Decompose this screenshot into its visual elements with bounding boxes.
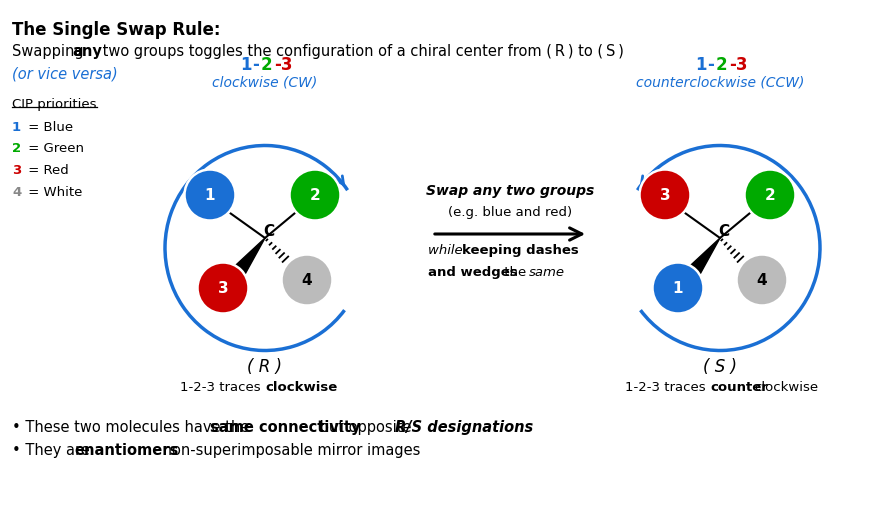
Text: CIP priorities: CIP priorities (12, 98, 96, 111)
Text: C: C (264, 223, 274, 238)
Text: 4: 4 (302, 272, 312, 287)
Text: keeping dashes: keeping dashes (462, 244, 579, 257)
Text: 2: 2 (765, 187, 775, 202)
Text: 1: 1 (241, 56, 252, 74)
Text: 1: 1 (205, 187, 215, 202)
Text: 2: 2 (261, 56, 273, 74)
Text: 1-2-3 traces: 1-2-3 traces (180, 381, 265, 394)
Text: ( S ): ( S ) (703, 358, 737, 376)
Circle shape (744, 169, 796, 220)
Text: 3: 3 (660, 187, 670, 202)
Text: = White: = White (24, 185, 82, 199)
Text: = Green: = Green (24, 142, 84, 155)
Text: clockwise (CW): clockwise (CW) (213, 76, 318, 90)
Text: clockwise: clockwise (754, 381, 818, 394)
Text: while: while (428, 244, 467, 257)
Text: 2: 2 (12, 142, 21, 155)
Polygon shape (690, 238, 720, 274)
Circle shape (289, 169, 340, 220)
Text: 4: 4 (12, 185, 21, 199)
Text: and wedges: and wedges (428, 266, 518, 279)
Circle shape (639, 169, 691, 220)
Text: Swap any two groups: Swap any two groups (426, 184, 594, 198)
Text: = Red: = Red (24, 164, 69, 177)
Text: 1: 1 (673, 281, 684, 296)
Text: (or vice versa): (or vice versa) (12, 66, 118, 81)
Text: 3: 3 (218, 281, 228, 296)
Text: 2: 2 (716, 56, 728, 74)
Text: -: - (707, 56, 714, 74)
Text: - non-superimposable mirror images: - non-superimposable mirror images (148, 443, 421, 458)
Text: -3: -3 (274, 56, 293, 74)
Text: counterclockwise (CCW): counterclockwise (CCW) (636, 76, 804, 90)
Text: 4: 4 (757, 272, 767, 287)
Text: same: same (529, 266, 565, 279)
Text: -: - (252, 56, 259, 74)
Text: (e.g. blue and red): (e.g. blue and red) (448, 206, 572, 219)
Text: = Blue: = Blue (24, 121, 73, 134)
Circle shape (184, 169, 235, 220)
Text: 2: 2 (310, 187, 320, 202)
Text: the: the (500, 266, 530, 279)
Text: C: C (719, 223, 729, 238)
Circle shape (198, 263, 249, 314)
Text: ( R ): ( R ) (248, 358, 282, 376)
Text: 1: 1 (696, 56, 707, 74)
Text: R/S designations: R/S designations (395, 420, 534, 435)
Text: 1: 1 (12, 121, 21, 134)
Text: any: any (72, 44, 102, 59)
Polygon shape (235, 238, 265, 274)
Text: • They are: • They are (12, 443, 94, 458)
Text: -3: -3 (729, 56, 748, 74)
Text: Swapping: Swapping (12, 44, 88, 59)
Text: clockwise: clockwise (265, 381, 337, 394)
Text: enantiomers: enantiomers (74, 443, 179, 458)
Text: 3: 3 (12, 164, 21, 177)
Circle shape (281, 254, 333, 305)
Circle shape (653, 263, 704, 314)
Circle shape (736, 254, 788, 305)
Text: 1-2-3 traces: 1-2-3 traces (625, 381, 710, 394)
Text: • These two molecules have the: • These two molecules have the (12, 420, 254, 435)
Text: The Single Swap Rule:: The Single Swap Rule: (12, 21, 220, 39)
Text: same connectivity: same connectivity (211, 420, 361, 435)
Text: two groups toggles the configuration of a chiral center from ( R ) to ( S ): two groups toggles the configuration of … (99, 44, 624, 59)
Text: but opposite: but opposite (315, 420, 416, 435)
Text: counter: counter (710, 381, 768, 394)
